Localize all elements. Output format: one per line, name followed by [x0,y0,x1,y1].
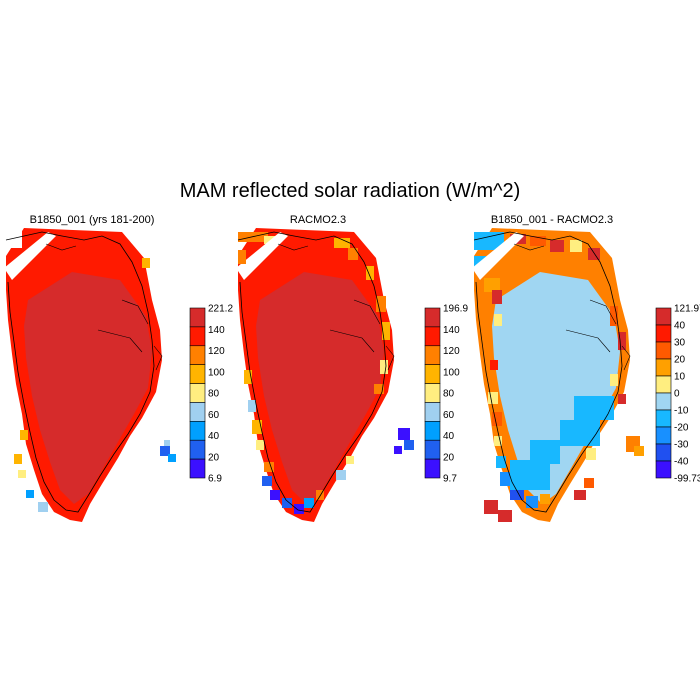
colorbar-label: 40 [674,321,686,332]
colorbar-swatch [655,341,672,360]
colorbar-swatch [189,307,206,328]
colorbar-label: -30 [674,440,689,451]
map-difference [472,228,644,522]
panel-racmo: RACMO2.3 [236,214,468,522]
colorbar-swatch [424,326,441,347]
colorbar-swatch [655,409,672,428]
colorbar-racmo: 196.9 140 120 100 80 60 40 20 9.7 [424,304,468,485]
colorbar-swatch [424,345,441,365]
colorbar-swatch [424,421,441,441]
colorbar-swatch [424,383,441,403]
colorbar-label: 121.97 [674,304,700,315]
panel-title-b1850: B1850_001 (yrs 181-200) [30,214,155,226]
colorbar-label: 9.7 [443,474,457,485]
panel-title-racmo: RACMO2.3 [290,214,346,226]
colorbar-swatch [189,439,206,460]
map-racmo [236,228,414,522]
colorbar-label: 80 [443,389,455,400]
colorbar-label: 100 [443,367,460,378]
colorbar-swatch [189,345,206,365]
colorbar-b1850: 221.2 140 120 100 80 60 40 20 6.9 [189,304,233,485]
colorbar-label: 196.9 [443,304,468,315]
colorbar-swatch [655,426,672,445]
figure-title: MAM reflected solar radiation (W/m^2) [180,180,521,202]
colorbar-swatch [424,402,441,422]
colorbar-difference: 121.97 40 30 20 10 0 -10 -20 -30 -40 -99.73 [655,304,700,485]
colorbar-swatch [655,358,672,377]
colorbar-swatch [424,307,441,328]
colorbar-label: 40 [208,431,220,442]
colorbar-swatch [189,364,206,384]
colorbar-swatch [655,375,672,394]
colorbar-label: 221.2 [208,304,233,315]
colorbar-swatch [655,324,672,343]
colorbar-label: 0 [674,389,680,400]
colorbar-label: 60 [443,410,455,421]
colorbar-swatch [189,383,206,403]
colorbar-swatch [424,439,441,460]
colorbar-swatch [189,402,206,422]
colorbar-swatch [189,326,206,347]
panel-title-difference: B1850_001 - RACMO2.3 [491,214,613,226]
colorbar-label: 20 [208,452,220,463]
colorbar-swatch [655,443,672,462]
colorbar-label: -20 [674,423,689,434]
colorbar-label: 10 [674,372,686,383]
colorbar-label: 30 [674,338,686,349]
colorbar-label: -10 [674,406,689,417]
colorbar-label: 120 [443,346,460,357]
colorbar-swatch [189,421,206,441]
colorbar-swatch [655,460,672,479]
colorbar-label: 80 [208,389,220,400]
colorbar-swatch [424,458,441,479]
colorbar-label: 140 [208,325,225,336]
colorbar-label: -99.73 [674,474,700,485]
map-b1850 [4,228,176,522]
colorbar-label: 20 [674,355,686,366]
colorbar-label: -40 [674,457,689,468]
colorbar-label: 20 [443,452,455,463]
colorbar-swatch [424,364,441,384]
colorbar-label: 120 [208,346,225,357]
colorbar-label: 6.9 [208,474,222,485]
colorbar-swatch [655,307,672,326]
panel-difference: B1850_001 - RACMO2.3 [472,214,700,522]
colorbar-label: 40 [443,431,455,442]
colorbar-label: 140 [443,325,460,336]
colorbar-label: 60 [208,410,220,421]
colorbar-swatch [189,458,206,479]
colorbar-label: 100 [208,367,225,378]
colorbar-swatch [655,392,672,411]
panel-b1850: B1850_001 (yrs 181-200) 221.2 140 120 100 80… [4,214,233,522]
